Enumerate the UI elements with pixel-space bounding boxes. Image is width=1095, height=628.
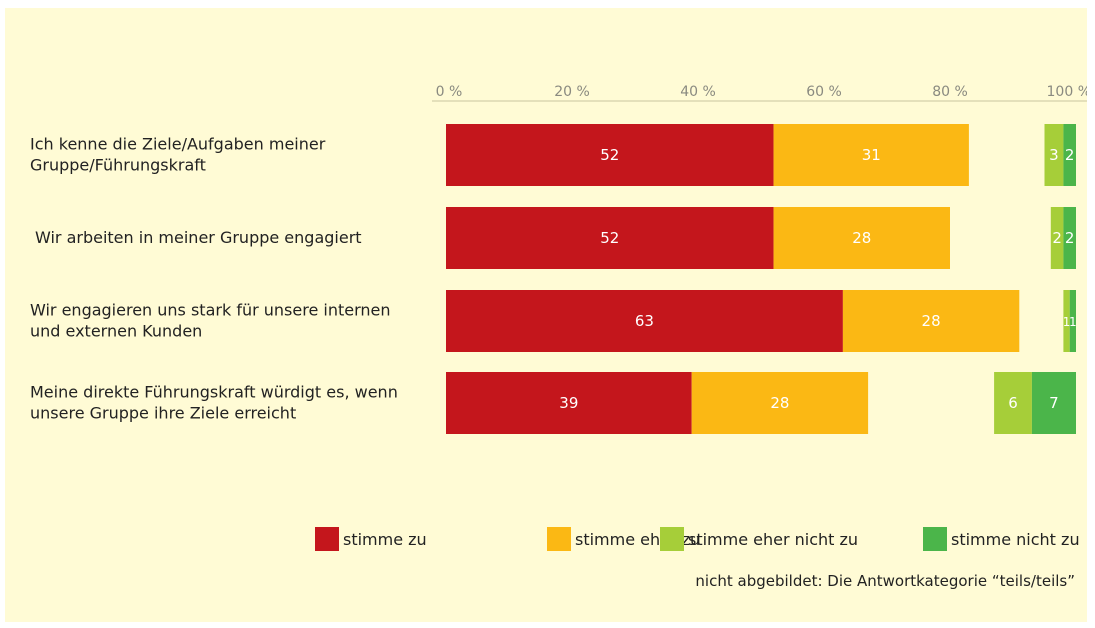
- data-label: 31: [862, 146, 881, 164]
- bar-segment: [446, 290, 843, 352]
- data-label: 28: [770, 394, 789, 412]
- bar-segment: [446, 124, 774, 186]
- bar-segment: [1063, 207, 1076, 269]
- bar-segment: [773, 207, 950, 269]
- legend-label: stimme zu: [343, 530, 427, 549]
- x-tick-label: 20 %: [554, 84, 590, 100]
- bar-segment: [1063, 124, 1076, 186]
- bar-segment: [1050, 207, 1064, 269]
- bar-segment: [1031, 372, 1076, 434]
- category-label: Ich kenne die Ziele/Aufgaben meiner: [30, 135, 326, 154]
- data-label: 6: [1008, 394, 1018, 412]
- x-tick-label: 0 %: [436, 84, 463, 100]
- category-label: Meine direkte Führungskraft würdigt es, …: [30, 383, 398, 402]
- x-tick-label: 80 %: [932, 84, 968, 100]
- legend-swatch: [660, 527, 684, 551]
- bar-segment: [842, 290, 1020, 352]
- bar-segment: [1063, 290, 1070, 352]
- data-label: 1: [1063, 315, 1071, 329]
- data-label: 3: [1049, 146, 1059, 164]
- data-label: 2: [1065, 229, 1075, 247]
- bar-segment: [1069, 290, 1076, 352]
- data-label: 28: [852, 229, 871, 247]
- footnote: nicht abgebildet: Die Antwortkategorie “…: [695, 572, 1075, 590]
- bar-segment: [446, 207, 774, 269]
- data-label: 39: [559, 394, 578, 412]
- bar-segment: [446, 372, 692, 434]
- legend-swatch: [547, 527, 571, 551]
- legend-swatch: [315, 527, 339, 551]
- data-label: 7: [1049, 394, 1059, 412]
- category-label: Wir arbeiten in meiner Gruppe engagiert: [35, 228, 362, 247]
- category-label: unsere Gruppe ihre Ziele erreicht: [30, 404, 296, 423]
- data-label: 52: [600, 146, 619, 164]
- bar-segment: [994, 372, 1032, 434]
- data-label: 1: [1069, 315, 1077, 329]
- data-label: 2: [1052, 229, 1062, 247]
- bar-segment: [691, 372, 869, 434]
- category-label: und externen Kunden: [30, 322, 202, 341]
- chart-panel: 0 % 20 % 40 % 60 % 80 % 100 % 52 31 3 2 Ich kenne …: [5, 8, 1087, 622]
- legend-label: stimme nicht zu: [951, 530, 1080, 549]
- legend-swatch: [923, 527, 947, 551]
- category-label: Wir engagieren uns stark für unsere inte…: [30, 301, 391, 320]
- x-tick-label: 60 %: [806, 84, 842, 100]
- bar-segment: [1044, 124, 1064, 186]
- x-tick-label: 40 %: [680, 84, 716, 100]
- x-tick-label: 100 %: [1047, 84, 1087, 100]
- legend-label: stimme eher nicht zu: [688, 530, 858, 549]
- data-label: 28: [922, 312, 941, 330]
- data-label: 63: [635, 312, 654, 330]
- bar-segment: [773, 124, 969, 186]
- category-label: Gruppe/Führungskraft: [30, 156, 206, 175]
- data-label: 52: [600, 229, 619, 247]
- data-label: 2: [1065, 146, 1075, 164]
